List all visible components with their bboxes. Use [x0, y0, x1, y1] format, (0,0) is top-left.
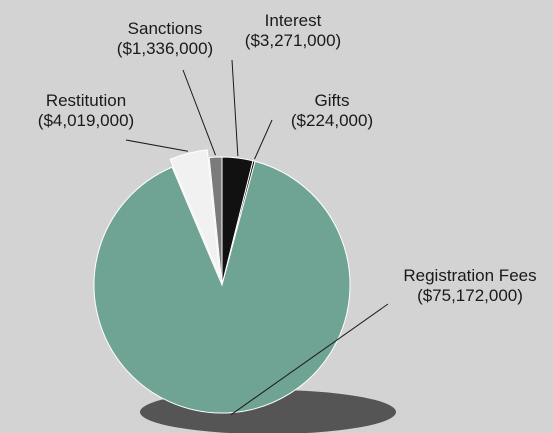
slice-value-label: ($3,271,000)	[245, 31, 341, 50]
leader-line	[125, 139, 188, 152]
leader-line	[182, 69, 216, 156]
slice-label: Registration Fees	[403, 266, 536, 285]
slice-label: Sanctions	[128, 19, 203, 38]
pie-slice	[208, 156, 223, 286]
pie-slice	[93, 160, 351, 414]
slice-label: Restitution	[46, 91, 126, 110]
leader-line	[230, 303, 389, 416]
leader-line	[254, 119, 273, 160]
slice-value-label: ($1,336,000)	[117, 39, 213, 58]
slice-value-label: ($224,000)	[291, 111, 373, 130]
leader-line	[231, 59, 239, 157]
slice-label: Gifts	[315, 91, 350, 110]
slice-value-label: ($75,172,000)	[417, 286, 523, 305]
pie-slice	[169, 149, 221, 278]
slice-value-label: ($4,019,000)	[38, 111, 134, 130]
slice-label: Interest	[265, 11, 322, 30]
